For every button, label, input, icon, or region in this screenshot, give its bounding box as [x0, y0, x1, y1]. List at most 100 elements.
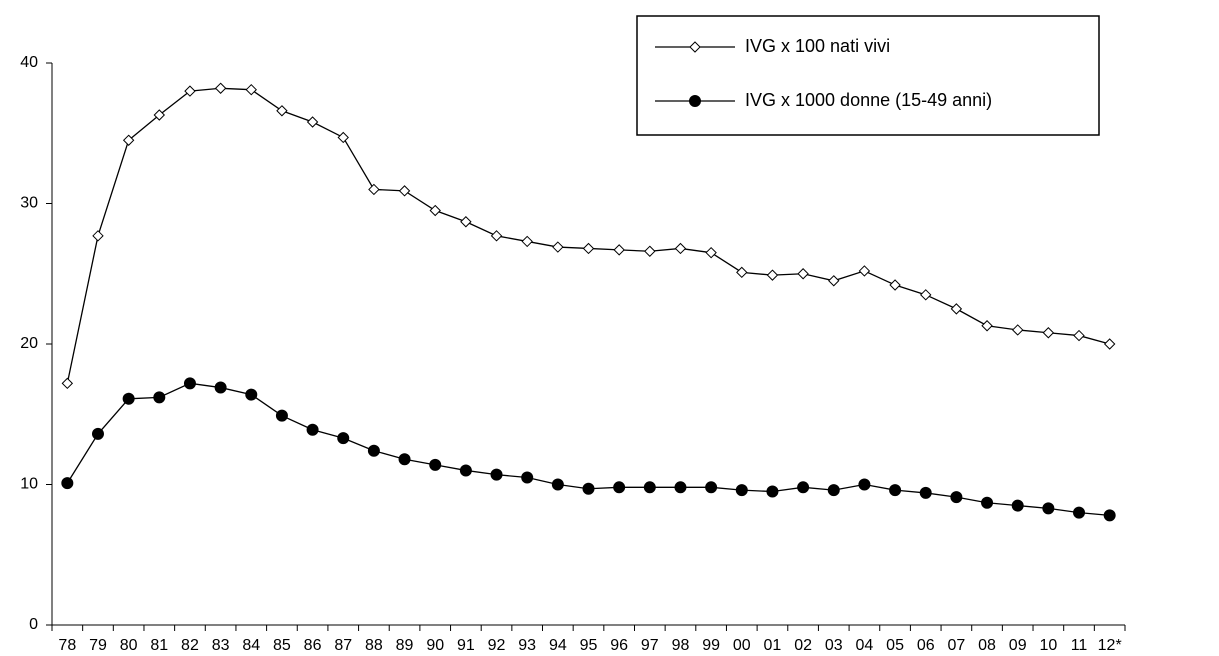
data-point	[797, 481, 810, 494]
data-point	[950, 491, 963, 504]
legend-label: IVG x 1000 donne (15-49 anni)	[745, 90, 992, 110]
data-point	[705, 481, 718, 494]
x-tick-label: 07	[947, 637, 965, 654]
data-point	[1073, 329, 1085, 342]
x-tick-label: 82	[181, 637, 199, 654]
data-point	[429, 204, 441, 217]
data-point	[367, 444, 380, 457]
x-tick-label: 00	[733, 637, 751, 654]
y-tick-label: 20	[20, 335, 38, 352]
data-point	[644, 245, 656, 257]
data-point	[674, 481, 687, 494]
data-point	[766, 269, 779, 281]
data-point	[736, 266, 748, 279]
data-point	[1042, 502, 1055, 515]
x-tick-label: 91	[457, 637, 475, 654]
y-tick-label: 0	[29, 616, 38, 633]
data-point	[889, 484, 902, 497]
data-point	[1073, 506, 1086, 519]
y-tick-label: 40	[20, 54, 38, 71]
x-tick-label: 84	[242, 637, 260, 654]
data-point	[214, 82, 227, 94]
data-point	[674, 242, 687, 255]
x-tick-label: 99	[702, 637, 720, 654]
data-point	[551, 478, 564, 491]
data-point	[920, 289, 932, 301]
data-point	[368, 183, 380, 196]
legend-marker	[689, 95, 701, 107]
data-point	[981, 320, 993, 332]
x-tick-label: 02	[794, 637, 812, 654]
x-tick-label: 05	[886, 637, 904, 654]
data-point	[950, 303, 963, 315]
data-point	[398, 453, 411, 466]
data-point	[460, 216, 472, 228]
x-tick-label: 85	[273, 637, 291, 654]
data-point	[184, 85, 196, 97]
data-point	[735, 484, 748, 497]
x-tick-label: 86	[304, 637, 322, 654]
data-point	[1103, 338, 1116, 350]
x-tick-label: 04	[856, 637, 874, 654]
x-tick-label: 12*	[1098, 637, 1122, 654]
data-point	[1103, 509, 1116, 522]
data-point	[337, 131, 349, 144]
data-point	[582, 482, 595, 495]
data-point	[337, 432, 350, 445]
data-point	[521, 471, 534, 484]
x-tick-label: 94	[549, 637, 567, 654]
data-point	[306, 116, 319, 128]
data-point	[122, 392, 135, 405]
data-point	[827, 484, 840, 497]
x-tick-label: 90	[426, 637, 444, 654]
data-point	[889, 279, 901, 291]
x-tick-label: 79	[89, 637, 107, 654]
data-point	[521, 235, 533, 248]
data-point	[153, 109, 166, 121]
x-tick-label: 81	[150, 637, 168, 654]
data-point	[92, 230, 104, 242]
x-tick-label: 89	[396, 637, 414, 654]
data-point	[858, 478, 871, 491]
x-tick-label: 10	[1039, 637, 1057, 654]
data-point	[153, 391, 166, 404]
data-point	[306, 423, 319, 436]
data-point	[122, 134, 135, 146]
x-tick-label: 92	[488, 637, 506, 654]
x-tick-label: 09	[1009, 637, 1027, 654]
data-point	[183, 377, 196, 390]
legend-label: IVG x 100 nati vivi	[745, 36, 890, 56]
data-point	[61, 377, 74, 390]
data-point	[245, 388, 258, 401]
data-point	[429, 458, 442, 471]
x-tick-label: 96	[610, 637, 628, 654]
legend-marker	[689, 41, 701, 53]
x-tick-label: 01	[764, 637, 782, 654]
data-point	[828, 275, 840, 287]
x-tick-label: 11	[1071, 637, 1088, 654]
data-point	[705, 246, 717, 259]
legend-box	[636, 15, 1100, 136]
data-point	[858, 265, 871, 277]
data-point	[1042, 327, 1055, 339]
data-point	[643, 481, 656, 494]
data-point	[61, 477, 74, 490]
x-tick-label: 08	[978, 637, 996, 654]
x-tick-label: 95	[580, 637, 598, 654]
data-point	[490, 230, 503, 242]
x-tick-label: 83	[212, 637, 230, 654]
x-tick-label: 88	[365, 637, 383, 654]
x-tick-label: 03	[825, 637, 843, 654]
x-tick-label: 97	[641, 637, 659, 654]
data-point	[245, 83, 257, 96]
x-tick-label: 98	[672, 637, 690, 654]
x-tick-label: 78	[58, 637, 76, 654]
data-point	[1011, 324, 1024, 336]
x-tick-label: 80	[120, 637, 138, 654]
data-point	[1011, 499, 1024, 512]
data-point	[797, 268, 809, 280]
data-point	[91, 427, 104, 440]
data-point	[766, 485, 779, 498]
x-tick-label: 87	[334, 637, 352, 654]
